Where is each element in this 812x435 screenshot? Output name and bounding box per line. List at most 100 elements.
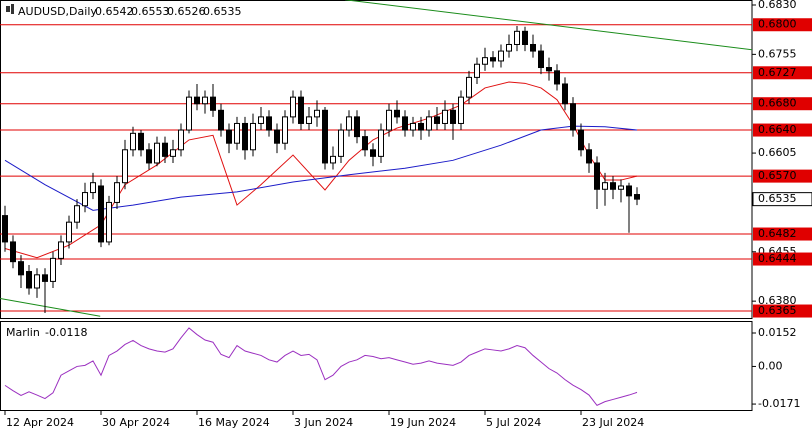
x-tick-label: 19 Jun 2024 — [390, 416, 456, 429]
x-tick-label: 23 Jul 2024 — [582, 416, 644, 429]
candle-body — [274, 129, 280, 144]
candle-body — [194, 96, 200, 105]
y-tick-label: 0.0152 — [758, 326, 797, 339]
x-tick-label: 16 May 2024 — [198, 416, 270, 429]
candle-body — [282, 116, 288, 144]
candle-body — [202, 96, 208, 105]
candle-body — [402, 116, 408, 131]
level-label: 0.6800 — [758, 18, 797, 31]
candle-body — [298, 96, 304, 124]
header-low: 0.6526 — [167, 5, 206, 18]
candle-body — [610, 182, 616, 190]
candle-body — [362, 136, 368, 151]
candle-body — [602, 182, 608, 190]
candle-body — [378, 129, 384, 157]
candle-body — [258, 116, 264, 124]
main-plot — [0, 0, 752, 317]
candle-body — [346, 116, 352, 131]
level-label: 0.6570 — [758, 169, 797, 182]
current-price-box — [752, 192, 812, 207]
candle-body — [546, 67, 552, 72]
candle-body — [242, 122, 248, 151]
level-label-box — [753, 227, 812, 241]
candle-body — [250, 122, 256, 151]
candle-body — [210, 96, 216, 111]
candle-body — [418, 122, 424, 131]
candle-body — [490, 57, 496, 62]
candle-body — [466, 76, 472, 98]
candle-body — [98, 185, 104, 243]
candle-body — [554, 70, 560, 85]
candle-body — [498, 50, 504, 62]
candle-body — [50, 257, 56, 282]
candle-body — [66, 221, 72, 243]
header-high: 0.6553 — [131, 5, 170, 18]
y-tick-label: 0.6380 — [758, 294, 797, 307]
candle-body — [162, 142, 168, 157]
indicator-line — [0, 298, 101, 317]
candle-body — [74, 205, 80, 223]
candle-body — [522, 30, 528, 45]
y-tick-label: 0.00 — [758, 359, 783, 372]
x-tick-label: 5 Jul 2024 — [486, 416, 541, 429]
level-label-box — [753, 169, 812, 183]
level-label: 0.6482 — [758, 227, 797, 240]
level-label: 0.6365 — [758, 304, 797, 317]
candle-body — [434, 116, 440, 124]
candle-body — [586, 149, 592, 164]
candle-body — [354, 116, 360, 138]
candle-body — [2, 215, 8, 243]
candle-body — [474, 63, 480, 78]
candle-body — [130, 132, 136, 151]
oscillator-plot — [4, 327, 638, 407]
y-tick-label: -0.0171 — [758, 397, 800, 410]
candle-body — [114, 182, 120, 203]
candle-body — [394, 109, 400, 118]
candle-body — [178, 129, 184, 151]
symbol-title: AUDUSD,Daily — [18, 5, 97, 18]
candle-body — [314, 109, 320, 118]
candle-body — [618, 185, 624, 190]
candle-body — [386, 109, 392, 131]
candle-body — [634, 194, 640, 200]
candle-body — [266, 116, 272, 131]
level-label-box — [753, 97, 812, 111]
candle-body — [482, 57, 488, 65]
candle-body — [578, 129, 584, 151]
candle-body — [514, 30, 520, 45]
candle-body — [458, 96, 464, 124]
candle-body — [626, 185, 632, 197]
candle-body — [146, 149, 152, 164]
candle-body — [26, 271, 32, 289]
x-tick-label: 30 Apr 2024 — [102, 416, 170, 429]
candle-body — [122, 149, 128, 184]
y-tick-label: 0.6605 — [758, 146, 797, 159]
candle-body — [426, 116, 432, 131]
candle-body — [10, 241, 16, 263]
candle-body — [90, 182, 96, 194]
level-label-box — [753, 252, 812, 266]
candle-body — [18, 261, 24, 276]
candle-body — [290, 96, 296, 118]
candle-body — [538, 50, 544, 69]
candle-body — [594, 162, 600, 190]
level-label-box — [753, 66, 812, 80]
x-tick-label: 12 Apr 2024 — [6, 416, 74, 429]
candle-body — [330, 155, 336, 164]
header-close: 0.6535 — [203, 5, 242, 18]
main-frame — [0, 0, 753, 319]
level-label: 0.6640 — [758, 123, 797, 136]
level-label-box — [753, 123, 812, 137]
candle-body — [338, 129, 344, 157]
oscillator-line — [4, 327, 638, 407]
candle-body — [530, 43, 536, 52]
candle-body — [322, 109, 328, 164]
level-label: 0.6444 — [758, 252, 797, 265]
candle-body — [138, 132, 144, 151]
candle-body — [450, 109, 456, 124]
candle-body — [170, 149, 176, 157]
candle-body — [34, 274, 40, 289]
